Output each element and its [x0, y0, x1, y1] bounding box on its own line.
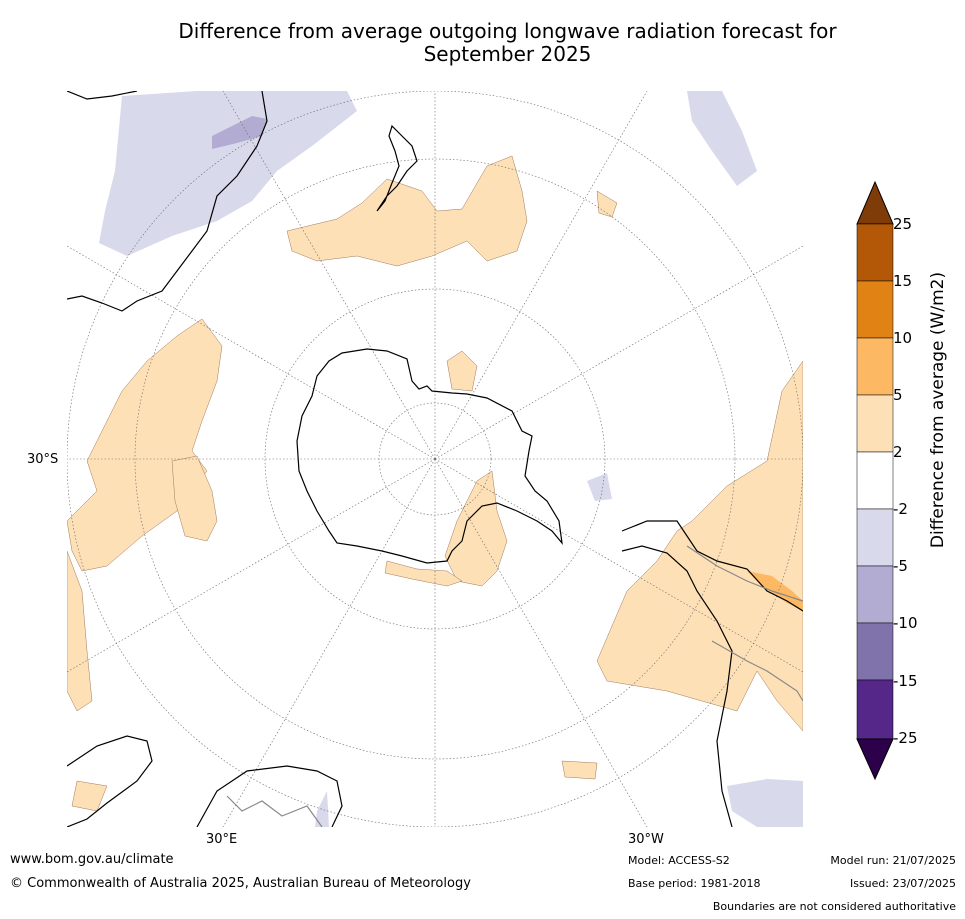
- colorbar-band-5: [856, 394, 894, 453]
- colorbar-band-neg5: [856, 565, 894, 624]
- anomaly-neg-australia-strong: [212, 116, 267, 149]
- colorbar-tick-10: 10: [893, 329, 913, 347]
- colorbar-tick-5: 5: [893, 386, 903, 404]
- anomaly-pos-south-america-strong: [747, 571, 803, 611]
- footer-model: Model: ACCESS-S2: [628, 854, 730, 867]
- colorbar-band-15: [856, 280, 894, 339]
- anomaly-pos-mid-right: [596, 190, 618, 218]
- colorbar: [855, 180, 895, 784]
- colorbar-tick-neg25: -25: [893, 729, 918, 747]
- title-line-2: September 2025: [423, 42, 592, 66]
- colorbar-band-2: [856, 451, 894, 510]
- colorbar-band-neg2: [856, 508, 894, 567]
- colorbar-band-neg15: [856, 679, 894, 740]
- polar-map: [67, 91, 803, 827]
- coast-australia: [67, 91, 268, 312]
- anomaly-pos-near-pole: [446, 350, 478, 392]
- anomaly-pos-indian-ocean-2: [171, 455, 218, 542]
- colorbar-tick-neg5: -5: [893, 557, 908, 575]
- boundary-south-america: [686, 545, 803, 702]
- graticule: [67, 91, 803, 827]
- colorbar-top-triangle: [856, 180, 894, 225]
- colorbar-band-10: [856, 337, 894, 396]
- polar-map-svg: [67, 91, 803, 827]
- anomaly-pos-indian-ocean: [67, 318, 223, 572]
- colorbar-tick-neg2: -2: [893, 500, 908, 518]
- title-line-1: Difference from average outgoing longwav…: [178, 19, 837, 43]
- colorbar-tick-25: 25: [893, 215, 913, 233]
- colorbar-tick-15: 15: [893, 272, 913, 290]
- colorbar-label: Difference from average (W/m2): [928, 271, 948, 549]
- anomaly-neg-australia: [99, 91, 357, 256]
- anomaly-pos-south-america: [596, 360, 803, 732]
- coast-africa: [67, 735, 343, 827]
- lon-label-30w: 30°W: [628, 832, 664, 847]
- colorbar-bottom-triangle: [856, 738, 894, 781]
- anomaly-neg-small: [587, 473, 612, 501]
- colorbar-tick-neg15: -15: [893, 672, 918, 690]
- footer-base-period: Base period: 1981-2018: [628, 877, 761, 890]
- footer-website[interactable]: www.bom.gov.au/climate: [10, 852, 174, 867]
- footer-model-run: Model run: 21/07/2025: [830, 854, 956, 867]
- footer-issued: Issued: 23/07/2025: [849, 877, 956, 890]
- colorbar-band-25: [856, 223, 894, 282]
- coast-south-america: [621, 520, 803, 827]
- anomaly-neg-south-east: [727, 779, 803, 827]
- footer-disclaimer: Boundaries are not considered authoritat…: [712, 900, 956, 913]
- anomaly-neg-north-east: [687, 91, 757, 186]
- map-title: Difference from average outgoing longwav…: [0, 20, 965, 66]
- colorbar-tick-2: 2: [893, 443, 903, 461]
- coast-new-zealand: [376, 124, 418, 212]
- anomaly-pos-antarctic-coast: [384, 560, 463, 587]
- lon-label-30e: 30°E: [206, 832, 238, 847]
- coast-antarctica: [296, 348, 563, 564]
- colorbar-band-neg10: [856, 622, 894, 681]
- anomaly-pos-south-small: [561, 760, 598, 780]
- lat-label-30s: 30°S: [27, 452, 59, 467]
- colorbar-svg: [856, 180, 894, 781]
- colorbar-tick-neg10: -10: [893, 614, 918, 632]
- boundary-africa: [226, 795, 323, 827]
- anomaly-neg-southwest: [315, 791, 329, 827]
- anomaly-pos-west-edge: [67, 550, 93, 712]
- footer-copyright: © Commonwealth of Australia 2025, Austra…: [10, 876, 471, 891]
